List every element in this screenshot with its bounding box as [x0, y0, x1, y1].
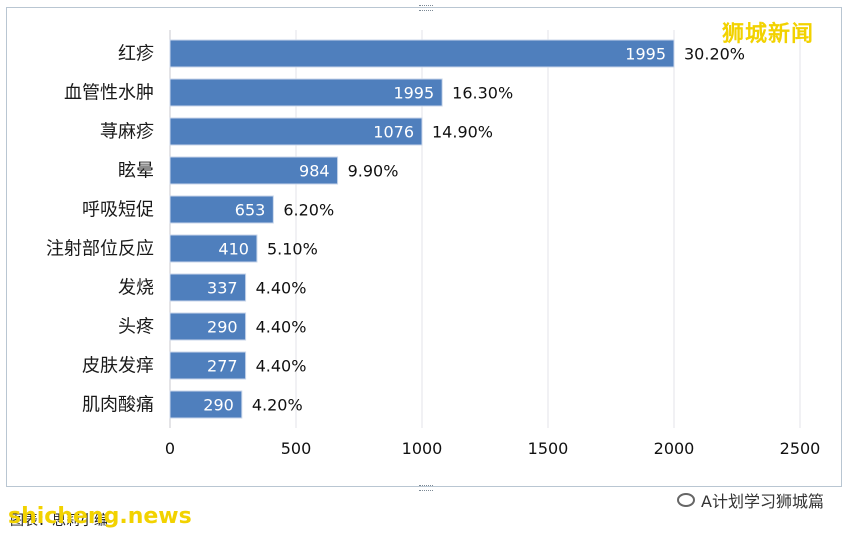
- x-tick-label: 2500: [780, 439, 821, 458]
- site-watermark: shicheng.news: [8, 504, 192, 529]
- category-label: 呼吸短促: [82, 200, 154, 221]
- resize-handle-top[interactable]: [419, 5, 433, 11]
- bar-value-label: 984: [299, 162, 330, 181]
- bar: [169, 78, 443, 107]
- chart-caption: 图表：思莉小编: [10, 513, 108, 529]
- bar: [169, 39, 675, 68]
- bar-value-label: 1995: [625, 45, 666, 64]
- x-tick-label: 1000: [402, 439, 443, 458]
- bar-value-label: 290: [207, 318, 238, 337]
- bar: [169, 234, 258, 263]
- bar-value-label: 337: [207, 279, 238, 298]
- category-label: 红疹: [118, 44, 154, 65]
- wechat-icon: [677, 493, 696, 507]
- category-label: 眩晕: [118, 161, 154, 182]
- bar: [169, 195, 274, 224]
- bar-value-label: 653: [235, 201, 266, 220]
- bar-percent-label: 9.90%: [348, 162, 399, 181]
- wechat-source: A计划学习狮城篇: [677, 488, 824, 512]
- bar-value-label: 277: [207, 357, 238, 376]
- category-label: 肌肉酸痛: [82, 395, 154, 416]
- x-tick-label: 2000: [654, 439, 695, 458]
- bar-percent-label: 4.40%: [256, 357, 307, 376]
- bar-percent-label: 30.20%: [684, 45, 745, 64]
- category-label: 发烧: [118, 278, 154, 299]
- bar: [169, 390, 243, 419]
- category-label: 注射部位反应: [46, 239, 154, 260]
- bar: [169, 351, 247, 380]
- x-tick-label: 500: [281, 439, 312, 458]
- wechat-account-label: A计划学习狮城篇: [701, 492, 824, 511]
- bar-value-label: 1076: [373, 123, 414, 142]
- category-label: 血管性水肿: [64, 83, 154, 104]
- bar-value-label: 1995: [393, 84, 434, 103]
- x-tick-label: 1500: [528, 439, 569, 458]
- bar-value-label: 410: [218, 240, 249, 259]
- category-label: 头疼: [118, 317, 154, 338]
- bar-percent-label: 5.10%: [267, 240, 318, 259]
- bar: [169, 117, 423, 146]
- bar: [169, 156, 339, 185]
- watermark: 狮城新闻: [721, 22, 814, 47]
- category-label: 皮肤发痒: [82, 356, 154, 377]
- bar: [169, 273, 247, 302]
- bar-percent-label: 14.90%: [432, 123, 493, 142]
- bar-percent-label: 4.40%: [256, 279, 307, 298]
- bar-percent-label: 16.30%: [452, 84, 513, 103]
- x-tick-label: 0: [165, 439, 175, 458]
- bar-percent-label: 6.20%: [283, 201, 334, 220]
- bar-value-label: 290: [203, 396, 234, 415]
- category-label: 荨麻疹: [100, 122, 154, 143]
- bar-percent-label: 4.40%: [256, 318, 307, 337]
- bar-percent-label: 4.20%: [252, 396, 303, 415]
- bar: [169, 312, 247, 341]
- resize-handle-bottom[interactable]: [419, 485, 433, 491]
